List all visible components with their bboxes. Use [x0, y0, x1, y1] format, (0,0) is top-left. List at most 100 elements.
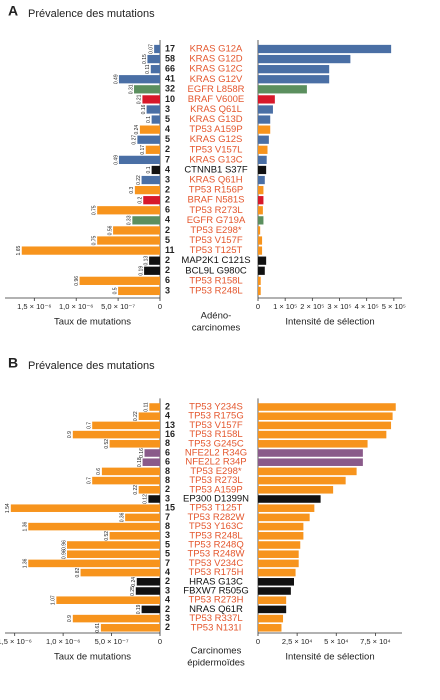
- selection-bar: [258, 105, 273, 114]
- category-label: HRAS G13C: [189, 576, 243, 587]
- rate-value-label: 0.07: [148, 44, 154, 54]
- selection-bar: [258, 276, 261, 285]
- rate-bar: [142, 458, 160, 466]
- selection-bar: [258, 550, 299, 558]
- selection-bar: [258, 587, 291, 595]
- selection-bar: [258, 495, 321, 503]
- rate-value-label: 0.11: [145, 64, 151, 74]
- x-tick-label: 0: [158, 637, 162, 646]
- selection-bar: [258, 135, 269, 144]
- category-label: KRAS G12A: [190, 44, 243, 55]
- selection-bar: [258, 449, 363, 457]
- category-label: KRAS G12V: [190, 74, 243, 85]
- rate-bar: [118, 286, 160, 296]
- category-label: TP53 Y163C: [189, 521, 243, 532]
- panel-title: Prévalence des mutations: [28, 360, 155, 372]
- category-label: TP53 R175H: [189, 567, 244, 578]
- category-label: KRAS G12D: [189, 54, 242, 65]
- rate-value-label: 0.22: [136, 175, 142, 185]
- rate-bar: [139, 125, 160, 134]
- category-label: TP53 V157F: [189, 235, 243, 246]
- count-label: 13: [165, 420, 175, 430]
- x-axis-title: Intensité de sélection: [285, 652, 374, 663]
- selection-bar: [258, 532, 304, 540]
- x-tick-label: 1,0 × 10⁻⁶: [46, 637, 80, 646]
- category-label: BRAF V600E: [188, 94, 245, 105]
- selection-bar: [258, 54, 351, 64]
- category-label: TP53 R282W: [187, 512, 244, 523]
- category-label: TP53 A159P: [189, 124, 242, 135]
- count-label: 17: [165, 43, 175, 53]
- count-label: 7: [165, 512, 170, 522]
- count-label: 11: [165, 245, 175, 255]
- rate-value-label: 1.07: [51, 595, 57, 605]
- group-label: Carcinomes: [191, 646, 242, 657]
- rate-value-label: 0.22: [133, 411, 139, 421]
- rate-value-label: 0.9: [67, 431, 73, 438]
- category-label: MAP2K1 C121S: [181, 255, 250, 266]
- x-tick-label: 0: [158, 302, 162, 311]
- panel-title: Prévalence des mutations: [28, 8, 155, 20]
- selection-bar: [258, 85, 307, 94]
- count-label: 3: [165, 585, 170, 595]
- rate-bar: [149, 403, 160, 411]
- selection-bar: [258, 412, 393, 420]
- category-label: KRAS G12C: [189, 64, 242, 75]
- count-label: 4: [165, 595, 170, 605]
- count-label: 3: [165, 613, 170, 623]
- count-label: 4: [165, 411, 170, 421]
- category-label: TP53 N131I: [191, 622, 242, 633]
- rate-value-label: 0.15: [142, 54, 148, 64]
- count-label: 15: [165, 503, 175, 513]
- rate-value-label: 0.31: [128, 84, 134, 94]
- selection-bar: [258, 596, 287, 604]
- count-label: 5: [165, 549, 170, 559]
- selection-bar: [258, 175, 265, 185]
- x-axis-title: Taux de mutations: [54, 317, 131, 328]
- rate-value-label: 0.9: [67, 615, 73, 622]
- selection-bar: [258, 115, 271, 124]
- selection-bar: [258, 458, 363, 466]
- rate-bar: [28, 522, 160, 531]
- rate-bar: [92, 421, 160, 430]
- count-label: 3: [165, 104, 170, 114]
- x-tick-label: 1,5 × 10⁻⁶: [0, 637, 32, 646]
- rate-value-label: 0.19: [136, 604, 142, 614]
- rate-bar: [101, 467, 160, 476]
- count-label: 5: [165, 539, 170, 549]
- selection-bar: [258, 568, 296, 577]
- category-label: NFE2L2 R34P: [185, 457, 246, 468]
- selection-bar: [258, 476, 346, 485]
- rate-value-label: 0.27: [132, 135, 138, 145]
- selection-bar: [258, 185, 264, 195]
- selection-bar: [258, 504, 315, 512]
- category-label: TP53 V234C: [189, 558, 244, 569]
- count-label: 2: [165, 622, 170, 632]
- count-label: 2: [165, 144, 170, 154]
- rate-value-label: 0.52: [104, 531, 110, 541]
- category-label: TP53 A159P: [189, 484, 242, 495]
- rate-bar: [137, 135, 160, 144]
- rate-value-label: 0.13: [143, 256, 149, 266]
- selection-bar: [258, 486, 334, 494]
- x-tick-label: 5,0 × 10⁻⁷: [101, 302, 135, 311]
- rate-bar: [125, 513, 160, 522]
- x-axis-title: Taux de mutations: [54, 652, 131, 663]
- count-label: 5: [165, 114, 170, 124]
- rate-bar: [134, 185, 160, 195]
- count-label: 2: [165, 255, 170, 265]
- rate-bar: [145, 145, 160, 154]
- rate-bar: [143, 196, 160, 205]
- rate-bar: [10, 504, 160, 512]
- selection-bar: [258, 541, 301, 549]
- selection-bar: [258, 236, 263, 245]
- rate-value-label: 0.3: [129, 186, 135, 193]
- category-label: FBXW7 R505G: [183, 586, 248, 597]
- rate-bar: [138, 486, 160, 494]
- selection-bar: [258, 206, 263, 215]
- selection-bar: [258, 467, 357, 476]
- category-label: TP53 T125T: [190, 503, 243, 514]
- count-label: 16: [165, 429, 175, 439]
- count-label: 10: [165, 94, 175, 104]
- count-label: 8: [165, 521, 170, 531]
